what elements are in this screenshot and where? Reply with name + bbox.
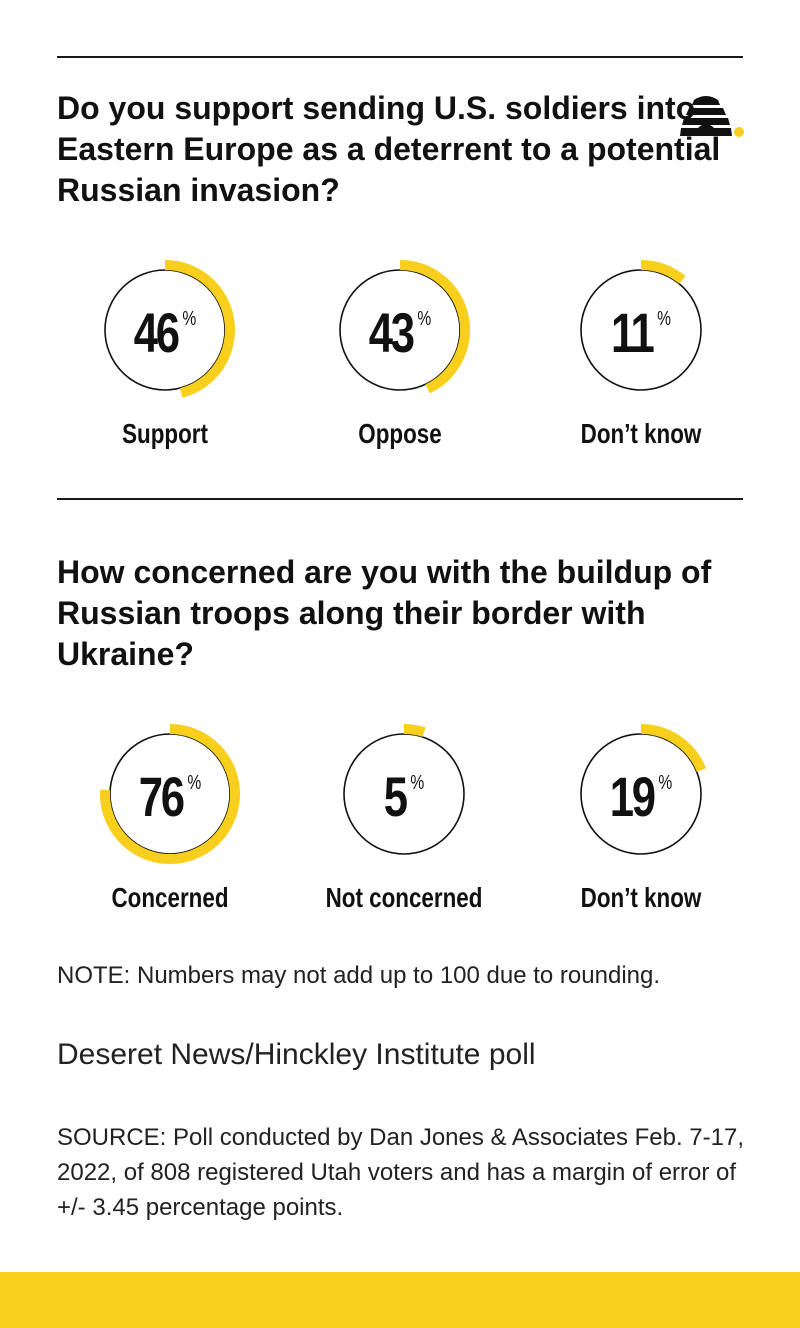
middle-divider bbox=[57, 498, 743, 500]
poll-name: Deseret News/Hinckley Institute poll bbox=[57, 1038, 536, 1071]
gauge-dont-know-1: 11% Don’t know bbox=[521, 258, 761, 458]
footer-bar bbox=[0, 1272, 800, 1328]
question-2-title: How concerned are you with the buildup o… bbox=[57, 554, 712, 672]
top-divider bbox=[57, 56, 743, 58]
not-concerned-value-arc bbox=[403, 724, 426, 737]
concerned-value-arc bbox=[100, 724, 240, 864]
support-value: 46 bbox=[133, 301, 180, 364]
dont-know-2-value-arc bbox=[640, 724, 707, 773]
source-note: SOURCE: Poll conducted by Dan Jones & As… bbox=[57, 1124, 745, 1221]
gauge-dont-know-1-graphic bbox=[580, 260, 702, 391]
percent-sign: % bbox=[658, 772, 673, 794]
dont-know-1-value: 11 bbox=[610, 301, 655, 364]
percent-sign: % bbox=[417, 308, 432, 330]
dont-know-2-value: 19 bbox=[609, 765, 656, 828]
dont-know-1-value-arc bbox=[640, 260, 686, 284]
concerned-label: Concerned bbox=[111, 882, 229, 913]
support-value-arc bbox=[164, 260, 235, 398]
not-concerned-value: 5 bbox=[383, 765, 408, 828]
dont-know-2-label: Don’t know bbox=[580, 882, 702, 913]
gauge-not-concerned-graphic bbox=[343, 724, 465, 855]
support-label: Support bbox=[122, 418, 208, 449]
rounding-note: NOTE: Numbers may not add up to 100 due … bbox=[57, 962, 661, 989]
percent-sign: % bbox=[182, 308, 197, 330]
gauge-concerned: 76% Concerned bbox=[50, 722, 290, 922]
percent-sign: % bbox=[410, 772, 425, 794]
gauge-support: 46% Support bbox=[45, 258, 285, 458]
beehive-icon bbox=[680, 96, 744, 137]
gauge-dont-know-2: 19% Don’t know bbox=[521, 722, 761, 922]
percent-sign: % bbox=[657, 308, 672, 330]
oppose-value-arc bbox=[399, 260, 470, 394]
oppose-value: 43 bbox=[368, 301, 415, 364]
gauge-concerned-graphic bbox=[100, 724, 240, 864]
question-1-title: Do you support sending U.S. soldiers int… bbox=[57, 90, 721, 208]
gauge-dont-know-2-graphic bbox=[580, 724, 707, 855]
gauge-oppose-graphic bbox=[339, 260, 470, 394]
dont-know-1-label: Don’t know bbox=[580, 418, 702, 449]
gauge-support-graphic bbox=[104, 260, 235, 398]
not-concerned-label: Not concerned bbox=[325, 882, 483, 913]
oppose-label: Oppose bbox=[358, 418, 442, 449]
gauge-oppose: 43% Oppose bbox=[280, 258, 520, 458]
percent-sign: % bbox=[187, 772, 202, 794]
concerned-value: 76 bbox=[138, 765, 185, 828]
gauge-not-concerned: 5% Not concerned bbox=[284, 722, 524, 922]
